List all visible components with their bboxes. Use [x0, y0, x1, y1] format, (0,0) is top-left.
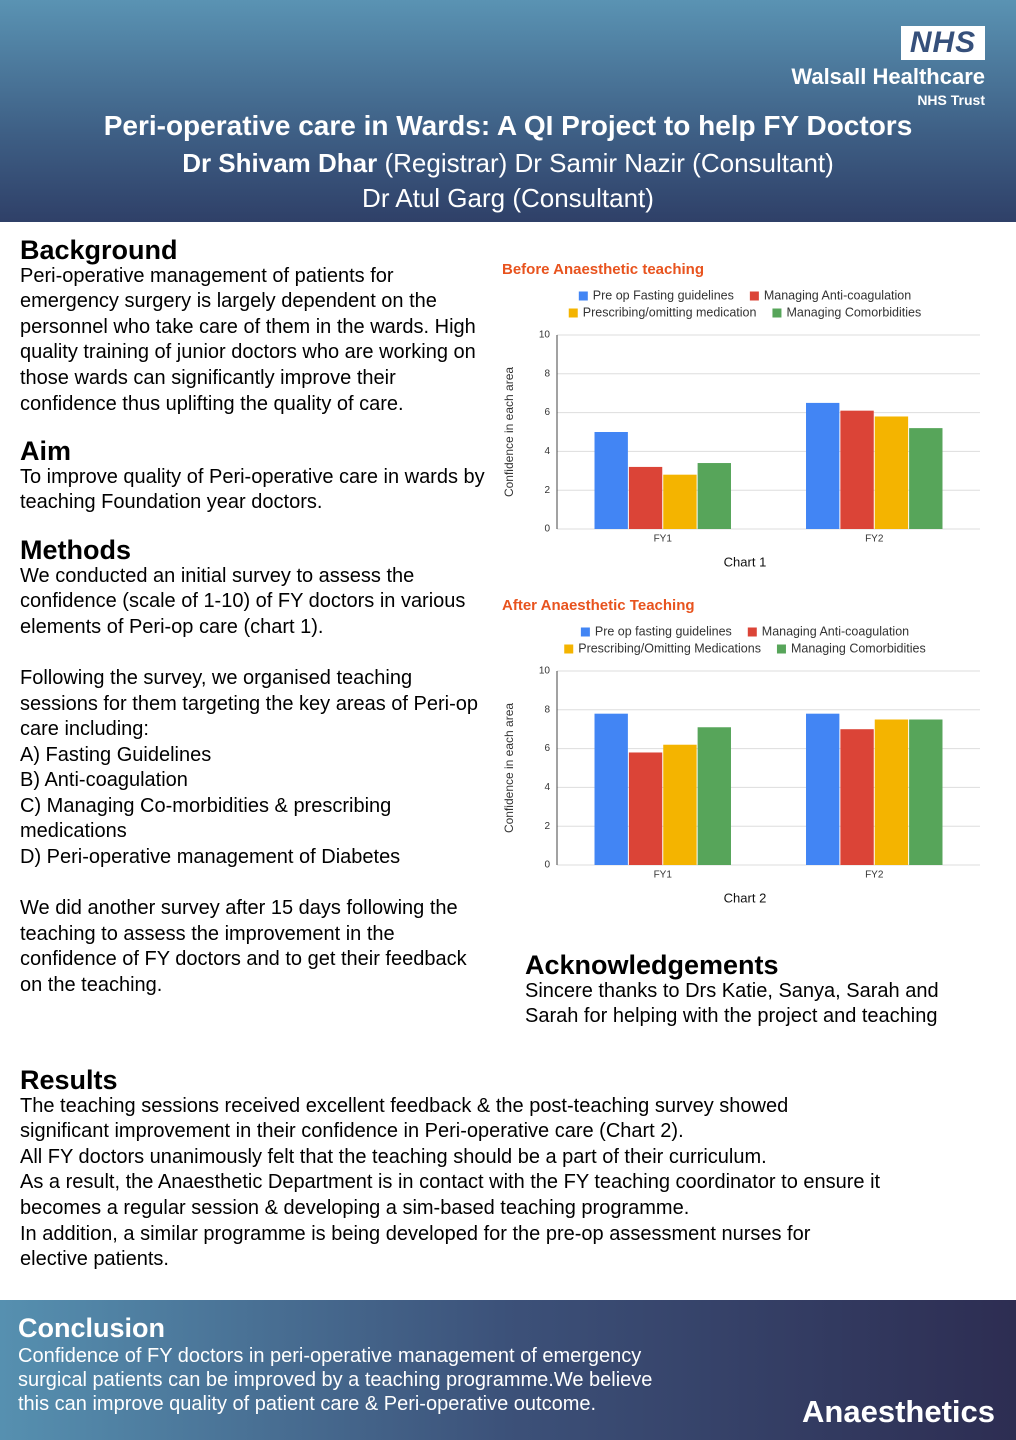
caption: Chart 1 — [724, 554, 767, 569]
legend-label: Pre op fasting guidelines — [595, 624, 732, 638]
x-tick-label: FY1 — [654, 870, 673, 881]
conclusion: Conclusion Confidence of FY doctors in p… — [18, 1313, 778, 1416]
bar — [806, 713, 840, 865]
line: In addition, a similar programme is bein… — [20, 1222, 811, 1245]
paragraph: We conducted an initial survey to assess… — [20, 564, 466, 638]
y-tick-label: 6 — [544, 407, 550, 418]
line: becomes a regular session & developing a… — [20, 1196, 690, 1219]
y-tick-label: 8 — [544, 704, 550, 715]
heading: Methods — [20, 534, 131, 565]
logo: NHS — [901, 26, 985, 60]
bar — [628, 752, 663, 865]
legend-swatch — [776, 644, 786, 654]
y-tick-label: 8 — [544, 368, 550, 379]
bar — [697, 727, 731, 865]
line: The teaching sessions received excellent… — [20, 1094, 789, 1117]
bar — [840, 410, 874, 529]
x-tick-label: FY2 — [865, 870, 884, 881]
line: As a result, the Anaesthetic Department … — [20, 1171, 881, 1194]
line: surgical patients can be improved by a t… — [18, 1369, 653, 1391]
line: Confidence of FY doctors in peri-operati… — [18, 1345, 642, 1367]
bar — [840, 729, 874, 865]
trust: NHS Trust — [917, 92, 985, 108]
bar — [806, 402, 840, 529]
list-item: D) Peri-operative management of Diabetes — [20, 846, 401, 869]
authors-text: (Registrar) Dr Samir Nazir (Consultant) — [384, 148, 834, 178]
paragraph: We did another survey after 15 days foll… — [20, 897, 467, 997]
header: NHS Walsall Healthcare NHS Trust Peri-op… — [0, 0, 1016, 222]
legend-label: Managing Anti-coagulation — [764, 288, 911, 302]
y-tick-label: 4 — [544, 446, 550, 457]
title: Peri-operative care in Wards: A QI Proje… — [103, 110, 913, 141]
chart: After Anaesthetic Teaching Pre op fasting… — [502, 597, 980, 905]
line: this can improve quality of patient care… — [18, 1393, 597, 1415]
caption: Chart 2 — [724, 890, 767, 905]
legend-label: Managing Comorbidities — [791, 641, 926, 655]
chart-title: Before Anaesthetic teaching — [502, 261, 704, 278]
list-item: A) Fasting Guidelines — [20, 743, 212, 766]
bar — [628, 466, 663, 529]
footer: Conclusion Confidence of FY doctors in p… — [0, 1300, 1016, 1440]
heading: Results — [20, 1065, 118, 1095]
legend-swatch — [564, 644, 574, 654]
y-tick-label: 4 — [544, 782, 550, 793]
list-item: C) Managing Co-morbidities & prescribing… — [20, 794, 392, 843]
results: Results The teaching sessions received e… — [20, 1065, 1000, 1273]
authors: Dr Shivam Dhar (Registrar) Dr Samir Nazi… — [0, 148, 1016, 179]
paragraph: Following the survey, we organised teach… — [20, 666, 479, 741]
legend-swatch — [580, 627, 590, 637]
bar — [874, 416, 909, 529]
y-axis-label: Confidence in each area — [502, 703, 516, 833]
y-tick-label: 2 — [544, 485, 550, 496]
line: significant improvement in their confide… — [20, 1120, 684, 1143]
y-tick-label: 10 — [539, 666, 551, 677]
department: Anaesthetics — [802, 1394, 995, 1429]
legend-label: Prescribing/Omitting Medications — [578, 641, 761, 655]
bar — [909, 428, 943, 529]
legend-label: Prescribing/omitting medication — [583, 305, 757, 319]
bar — [663, 744, 697, 865]
x-tick-label: FY2 — [865, 534, 884, 545]
y-tick-label: 10 — [539, 330, 551, 341]
organisation: Walsall Healthcare — [791, 64, 985, 89]
x-tick-label: FY1 — [654, 534, 673, 545]
y-axis-label: Confidence in each area — [502, 367, 516, 497]
paragraph: Sincere thanks to Drs Katie, Sanya, Sara… — [525, 979, 939, 1028]
paragraph: Peri-operative management of patients fo… — [20, 264, 476, 415]
bar — [909, 719, 943, 865]
legend-swatch — [749, 291, 759, 301]
list-item: B) Anti-coagulation — [20, 769, 188, 792]
heading: Background — [20, 235, 178, 265]
author: Dr Shivam Dhar — [182, 148, 378, 178]
authors: Dr Atul Garg (Consultant) — [362, 183, 654, 213]
chart-title: After Anaesthetic Teaching — [502, 597, 695, 614]
bar — [594, 713, 628, 865]
line: elective patients. — [20, 1248, 169, 1271]
y-tick-label: 2 — [544, 821, 550, 832]
bar — [594, 432, 628, 529]
legend-label: Pre op Fasting guidelines — [593, 288, 734, 302]
chart: Before Anaesthetic teaching Pre op Fastin… — [502, 261, 980, 569]
left-column: Background Peri-operative management of … — [20, 235, 485, 999]
heading: Acknowledgements — [525, 950, 779, 980]
bar — [663, 474, 697, 529]
legend-swatch — [568, 308, 578, 318]
paragraph: To improve quality of Peri-operative car… — [20, 465, 485, 514]
legend-swatch — [578, 291, 588, 301]
heading: Conclusion — [18, 1313, 165, 1343]
line: All FY doctors unanimously felt that the… — [20, 1145, 767, 1168]
legend-label: Managing Comorbidities — [786, 305, 921, 319]
legend-swatch — [772, 308, 782, 318]
acknowledgements: Acknowledgements Sincere thanks to Drs K… — [525, 950, 995, 1030]
y-tick-label: 0 — [544, 860, 550, 871]
legend-swatch — [747, 627, 757, 637]
legend-label: Managing Anti-coagulation — [762, 624, 909, 638]
bar — [874, 719, 909, 865]
y-tick-label: 6 — [544, 743, 550, 754]
heading: Aim — [20, 436, 72, 467]
y-tick-label: 0 — [544, 524, 550, 535]
bar — [697, 463, 731, 529]
